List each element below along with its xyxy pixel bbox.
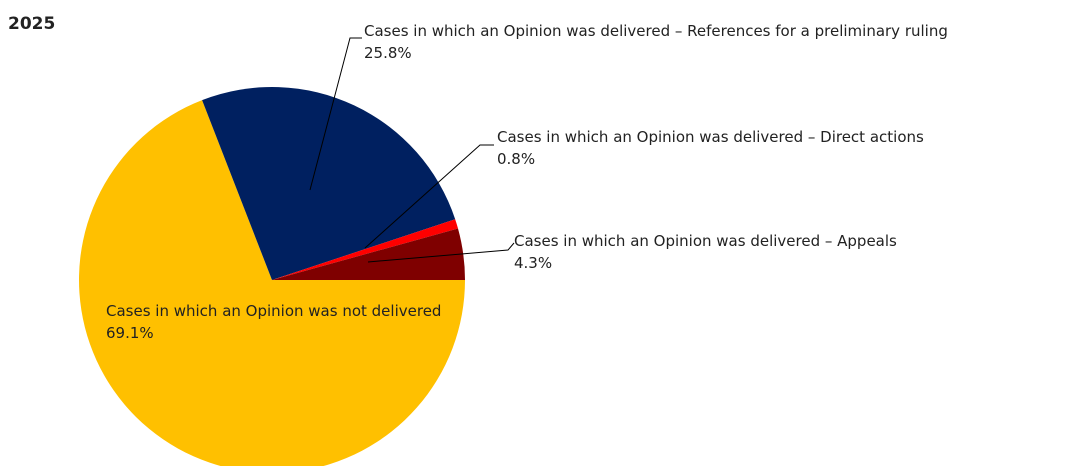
label-value: 4.3% [514, 254, 553, 272]
label-value: 69.1% [106, 324, 154, 342]
label-name: Cases in which an Opinion was delivered … [514, 232, 897, 250]
leader-line [309, 37, 362, 191]
chart-title: 2025 [8, 14, 56, 34]
data-label: Cases in which an Opinion was delivered … [497, 126, 1057, 170]
pie-slice [272, 228, 465, 280]
leader-line [367, 242, 515, 263]
label-name: Cases in which an Opinion was not delive… [106, 302, 442, 320]
label-value: 25.8% [364, 44, 412, 62]
pie-slice [202, 87, 456, 280]
label-name: Cases in which an Opinion was delivered … [497, 128, 924, 146]
pie-slice [272, 219, 458, 280]
data-label: Cases in which an Opinion was delivered … [514, 230, 1034, 274]
pie-slice [79, 100, 465, 466]
label-name: Cases in which an Opinion was delivered … [364, 22, 948, 40]
label-value: 0.8% [497, 150, 536, 168]
leader-line [364, 144, 494, 249]
data-label: Cases in which an Opinion was delivered … [364, 20, 1089, 64]
data-label: Cases in which an Opinion was not delive… [106, 300, 446, 344]
